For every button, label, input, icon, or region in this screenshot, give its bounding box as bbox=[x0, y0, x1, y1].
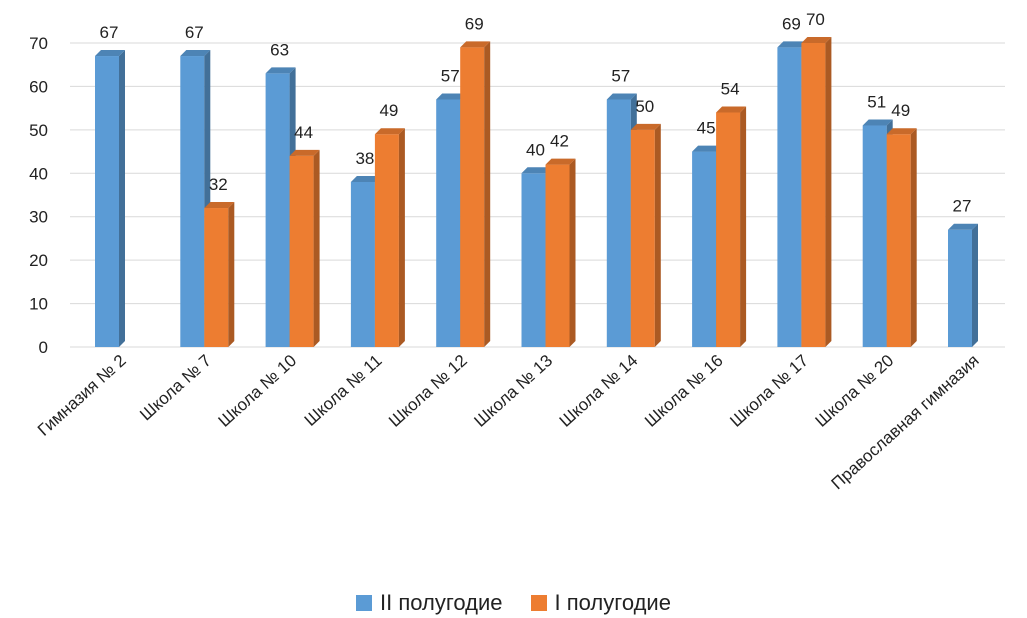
data-label: 51 bbox=[867, 93, 886, 112]
data-label: 44 bbox=[294, 123, 313, 142]
bars bbox=[95, 37, 978, 348]
data-label: 49 bbox=[891, 101, 910, 120]
data-label: 67 bbox=[185, 23, 204, 42]
bar bbox=[374, 128, 405, 347]
y-tick-label: 20 bbox=[29, 251, 48, 270]
bar bbox=[95, 50, 125, 348]
y-tick-label: 50 bbox=[29, 121, 48, 140]
bar bbox=[801, 37, 832, 347]
x-tick-label: Школа № 17 bbox=[726, 351, 812, 431]
data-labels: 67 67 32 63 44 38 49 57 69 40 42 57 50 45 54 69 70 51 49 27 bbox=[100, 10, 972, 216]
y-tick-label: 60 bbox=[29, 77, 48, 96]
data-label: 63 bbox=[270, 40, 289, 59]
data-label: 42 bbox=[550, 132, 569, 151]
data-label: 69 bbox=[465, 14, 484, 33]
x-tick-label: Гимназия № 2 bbox=[34, 351, 130, 440]
y-tick-label: 10 bbox=[29, 295, 48, 314]
bar bbox=[716, 106, 747, 347]
bar bbox=[630, 123, 661, 347]
legend: II полугодие I полугодие bbox=[0, 590, 1027, 616]
x-tick-label: Школа № 12 bbox=[385, 351, 471, 431]
legend-swatch-series-2 bbox=[530, 595, 547, 611]
data-label: 57 bbox=[441, 66, 460, 85]
bar bbox=[289, 149, 320, 347]
data-label: 32 bbox=[209, 175, 228, 194]
data-label: 27 bbox=[953, 197, 972, 216]
legend-swatch-series-1 bbox=[356, 595, 373, 611]
x-tick-label: Школа № 14 bbox=[556, 351, 642, 431]
data-label: 67 bbox=[100, 23, 119, 42]
y-tick-label: 70 bbox=[29, 34, 48, 53]
bar bbox=[886, 128, 917, 347]
legend-label-series-1: II полугодие bbox=[380, 590, 503, 615]
y-tick-label: 0 bbox=[39, 338, 48, 357]
bar bbox=[204, 202, 235, 347]
bar-chart: 0 10 20 30 40 50 60 70 67 67 32 63 44 38 49 57 69 40 42 57… bbox=[29, 10, 1005, 493]
data-label: 40 bbox=[526, 140, 545, 159]
data-label: 69 bbox=[782, 14, 801, 33]
x-tick-label: Школа № 13 bbox=[470, 351, 556, 431]
x-tick-label: Православная гимназия bbox=[828, 351, 983, 493]
data-label: 50 bbox=[635, 97, 654, 116]
y-axis: 0 10 20 30 40 50 60 70 bbox=[29, 34, 48, 357]
bar bbox=[545, 158, 576, 347]
bar bbox=[460, 41, 491, 347]
bar bbox=[948, 223, 978, 347]
x-tick-label: Школа № 10 bbox=[215, 351, 301, 431]
y-tick-label: 40 bbox=[29, 164, 48, 183]
legend-item-series-2: I полугодие bbox=[530, 590, 671, 616]
legend-item-series-1: II полугодие bbox=[356, 590, 503, 616]
data-label: 70 bbox=[806, 10, 825, 29]
data-label: 38 bbox=[355, 149, 374, 168]
y-tick-label: 30 bbox=[29, 208, 48, 227]
data-label: 45 bbox=[697, 119, 716, 138]
data-label: 57 bbox=[611, 66, 630, 85]
x-tick-label: Школа № 11 bbox=[301, 351, 386, 430]
legend-label-series-2: I полугодие bbox=[554, 590, 671, 615]
x-tick-label: Школа № 16 bbox=[641, 351, 727, 431]
data-label: 54 bbox=[721, 79, 740, 98]
x-axis: Гимназия № 2 Школа № 7 Школа № 10 Школа № 1… bbox=[34, 351, 983, 493]
x-tick-label: Школа № 20 bbox=[812, 351, 898, 431]
x-tick-label: Школа № 7 bbox=[136, 351, 215, 425]
bar bbox=[180, 50, 211, 348]
data-label: 49 bbox=[379, 101, 398, 120]
